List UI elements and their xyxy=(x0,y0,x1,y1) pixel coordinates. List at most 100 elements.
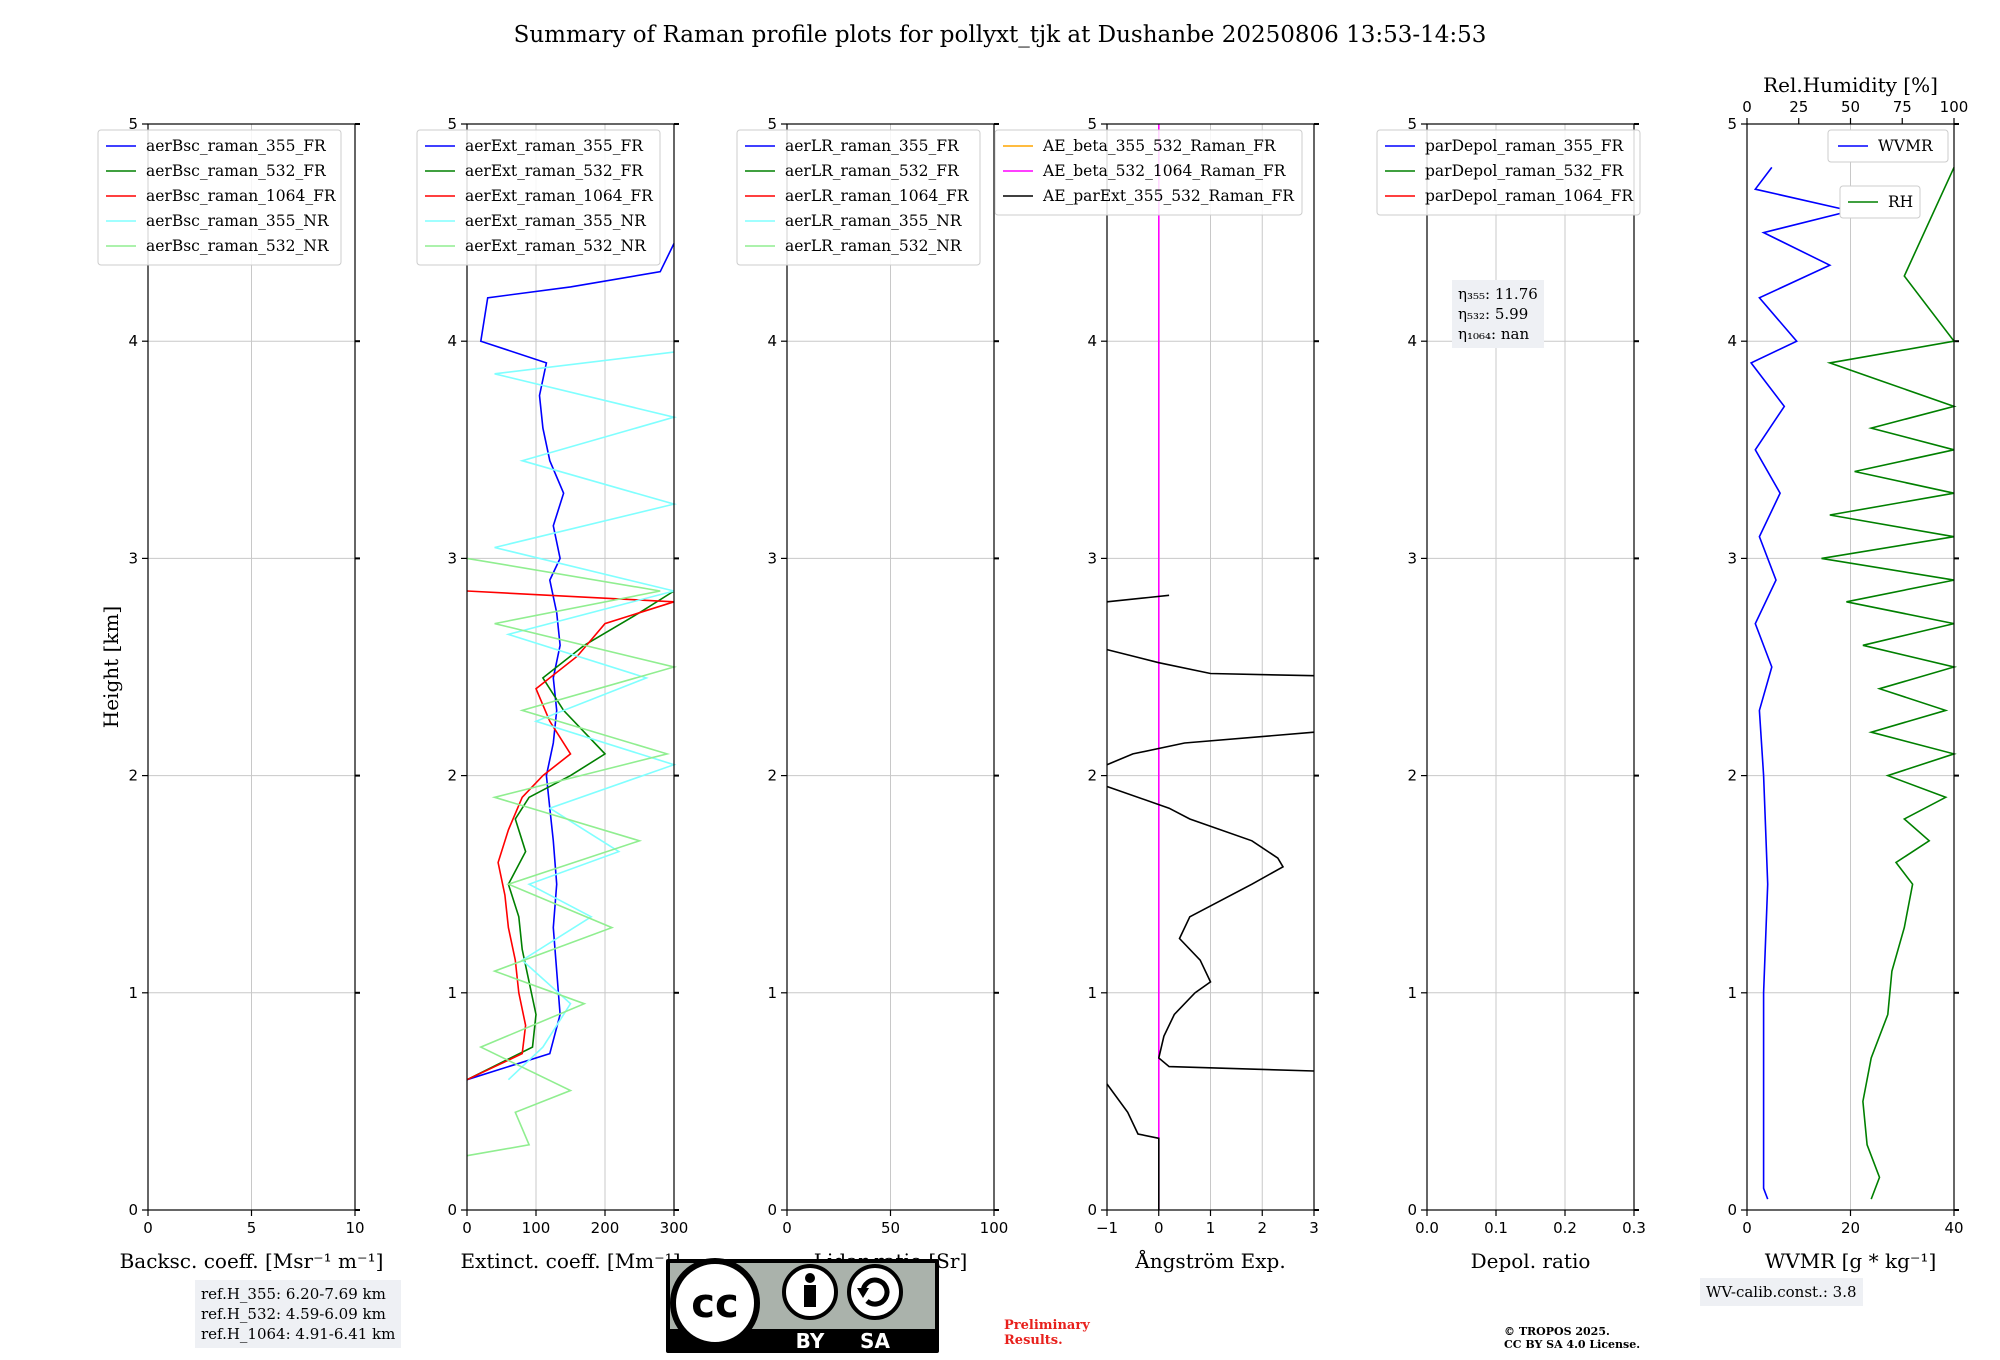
y-tick-label: 4 xyxy=(1727,332,1737,350)
legend-item: aerLR_raman_355_FR xyxy=(785,137,960,155)
y-tick-label: 4 xyxy=(447,332,457,350)
legend-item: aerLR_raman_532_NR xyxy=(785,237,963,255)
y-tick-label: 1 xyxy=(1407,984,1417,1002)
y-tick-label: 2 xyxy=(1087,767,1097,785)
eta-532: η₅₃₂: 5.99 xyxy=(1458,305,1529,323)
y-tick-label: 0 xyxy=(128,1201,138,1219)
legend-item: aerExt_raman_532_NR xyxy=(465,237,647,255)
x-tick-label: 0.1 xyxy=(1484,1219,1508,1237)
x-tick-label: 0 xyxy=(1742,1219,1752,1237)
y-tick-label: 3 xyxy=(1407,549,1417,567)
legend-item: aerLR_raman_1064_FR xyxy=(785,187,970,205)
cc-sa-label: SA xyxy=(860,1329,890,1353)
y-tick-label: 1 xyxy=(1727,984,1737,1002)
x-tick-label: 0.0 xyxy=(1415,1219,1439,1237)
preliminary-note: Preliminary Results. xyxy=(1004,1318,1090,1348)
series-line-AE_parExt_355_532_Raman_FR xyxy=(1106,1083,1160,1210)
x-tick-label: 100 xyxy=(522,1219,551,1237)
x-tick-label: 0 xyxy=(462,1219,472,1237)
legend-item: aerExt_raman_532_FR xyxy=(465,162,644,180)
x-axis-label: Depol. ratio xyxy=(1471,1249,1591,1273)
x2-tick-label: 100 xyxy=(1940,98,1969,116)
x-tick-label: 3 xyxy=(1309,1219,1319,1237)
legend-item: aerExt_raman_355_NR xyxy=(465,212,647,230)
y-tick-label: 5 xyxy=(1727,115,1737,133)
y-tick-label: 4 xyxy=(128,332,138,350)
y-tick-label: 0 xyxy=(1727,1201,1737,1219)
series-line-aerExt_raman_355_NR xyxy=(494,351,678,1081)
x2-tick-label: 25 xyxy=(1789,98,1808,116)
x-tick-label: 100 xyxy=(980,1219,1009,1237)
x-axis-label: Ångström Exp. xyxy=(1134,1248,1285,1273)
y-tick-label: 1 xyxy=(1087,984,1097,1002)
ref-height-532: ref.H_532: 4.59-6.09 km xyxy=(201,1305,386,1323)
y-tick-label: 5 xyxy=(447,115,457,133)
x-tick-label: 50 xyxy=(881,1219,900,1237)
legend-item: RH xyxy=(1888,193,1913,211)
plot-frame xyxy=(1106,123,1315,1211)
y-tick-label: 5 xyxy=(767,115,777,133)
x-tick-label: 300 xyxy=(660,1219,689,1237)
x-tick-label: 5 xyxy=(247,1219,257,1237)
series-line-WVMR xyxy=(1749,166,1851,1200)
y-tick-label: 3 xyxy=(128,549,138,567)
y-tick-label: 3 xyxy=(447,549,457,567)
legend-box-wvmr xyxy=(1827,129,1949,163)
eta-box: η₃₅₅: 11.76 η₅₃₂: 5.99 η₁₀₆₄: nan xyxy=(1452,280,1544,348)
eta-1064: η₁₀₆₄: nan xyxy=(1458,325,1530,343)
x-tick-label: 1 xyxy=(1206,1219,1216,1237)
y-tick-label: 0 xyxy=(447,1201,457,1219)
series-line-aerExt_raman_355_FR xyxy=(466,243,675,1081)
y-tick-label: 4 xyxy=(1407,332,1417,350)
y-tick-label: 1 xyxy=(767,984,777,1002)
y-tick-label: 1 xyxy=(128,984,138,1002)
legend-item: WVMR xyxy=(1878,137,1934,155)
copyright-line1: © TROPOS 2025. xyxy=(1504,1325,1610,1338)
ref-height-355: ref.H_355: 6.20-7.69 km xyxy=(201,1285,386,1303)
series-line-AE_parExt_355_532_Raman_FR_e xyxy=(1106,594,1170,603)
x-tick-label: 0 xyxy=(782,1219,792,1237)
y-tick-label: 5 xyxy=(128,115,138,133)
y-tick-label: 3 xyxy=(767,549,777,567)
legend-item: aerLR_raman_532_FR xyxy=(785,162,960,180)
y-tick-label: 5 xyxy=(1407,115,1417,133)
legend-box xyxy=(416,129,661,266)
y-tick-label: 0 xyxy=(1407,1201,1417,1219)
series-line-aerExt_raman_1064_FR xyxy=(466,590,675,1081)
series-line-AE_parExt_355_532_Raman_FR_d xyxy=(1106,648,1315,677)
legend-item: aerExt_raman_355_FR xyxy=(465,137,644,155)
legend-item: AE_beta_355_532_Raman_FR xyxy=(1042,137,1277,155)
y-tick-label: 3 xyxy=(1087,549,1097,567)
x-tick-label: 10 xyxy=(345,1219,364,1237)
plot-frame xyxy=(147,123,356,1211)
x2-tick-label: 75 xyxy=(1893,98,1912,116)
series-line-AE_parExt_355_532_Raman_FR_c xyxy=(1106,731,1315,766)
series-line-aerExt_raman_532_FR xyxy=(466,590,675,1081)
legend-box xyxy=(1376,129,1641,216)
plot-frame xyxy=(1426,123,1635,1211)
wv-calib-box: WV-calib.const.: 3.8 xyxy=(1700,1278,1863,1306)
y-tick-label: 2 xyxy=(1407,767,1417,785)
legend-box-rh xyxy=(1839,185,1921,219)
y-tick-label: 2 xyxy=(1727,767,1737,785)
legend-item: parDepol_raman_1064_FR xyxy=(1425,187,1634,205)
plot-frame xyxy=(466,123,675,1211)
legend-item: parDepol_raman_355_FR xyxy=(1425,137,1625,155)
x2-tick-label: 50 xyxy=(1841,98,1860,116)
legend-item: aerBsc_raman_355_FR xyxy=(146,137,327,155)
page-title: Summary of Raman profile plots for polly… xyxy=(513,22,1487,48)
x-axis-label: WVMR [g * kg⁻¹] xyxy=(1765,1249,1937,1273)
y-tick-label: 2 xyxy=(767,767,777,785)
y-tick-label: 2 xyxy=(128,767,138,785)
copyright-line2: CC BY SA 4.0 License. xyxy=(1504,1338,1641,1351)
plot-frame xyxy=(786,123,995,1211)
y-tick-label: 0 xyxy=(767,1201,777,1219)
x-axis-label: Extinct. coeff. [Mm⁻¹] xyxy=(460,1249,680,1273)
x-tick-label: 0.2 xyxy=(1553,1219,1577,1237)
legend-item: AE_parExt_355_532_Raman_FR xyxy=(1042,187,1295,205)
legend-item: aerLR_raman_355_NR xyxy=(785,212,963,230)
legend-item: aerBsc_raman_355_NR xyxy=(146,212,330,230)
x-tick-label: 20 xyxy=(1841,1219,1860,1237)
y-tick-label: 5 xyxy=(1087,115,1097,133)
